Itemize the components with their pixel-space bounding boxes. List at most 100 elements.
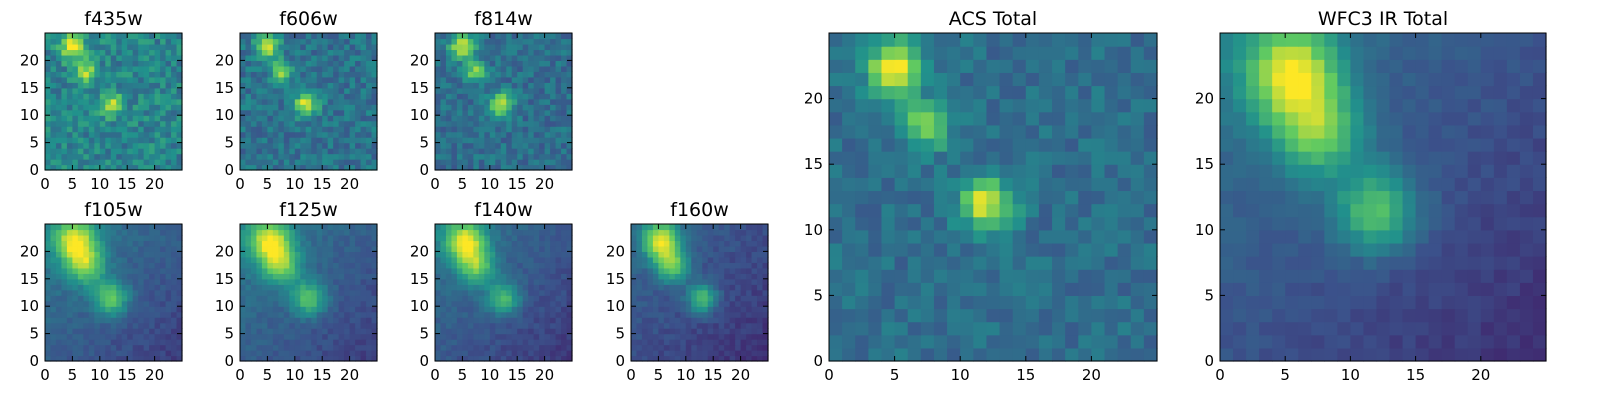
heatmap-cell [641,339,649,346]
heatmap-cell [116,229,123,236]
heatmap-cell [55,54,63,61]
heatmap-cell [316,76,323,83]
heatmap-cell [171,71,178,78]
heatmap-cell [66,300,73,307]
heatmap-cell [349,54,356,61]
heatmap-cell [555,229,562,236]
heatmap-cell [176,245,183,252]
heatmap-cell [45,328,52,335]
heatmap-cell [462,76,469,83]
heatmap-cell [669,289,676,296]
heatmap-cell [517,339,524,346]
heatmap-cell [94,256,101,263]
heatmap-cell [77,126,84,133]
heatmap-cell [278,300,285,307]
heatmap-cell [55,60,63,67]
heatmap-cell [933,282,948,296]
heatmap-cell [138,229,145,236]
heatmap-cell [495,229,502,236]
heatmap-cell [322,229,329,236]
heatmap-cell [278,148,285,155]
heatmap-cell [1130,321,1145,336]
heatmap-cell [1130,203,1145,218]
heatmap-cell [45,295,52,302]
heatmap-cell [278,33,285,40]
heatmap-cell [305,311,312,318]
heatmap-cell [636,267,643,274]
heatmap-cell [751,267,758,274]
heatmap-cell [456,164,463,171]
heatmap-cell [132,311,139,318]
heatmap-cell [61,333,68,340]
heatmap-cell [371,76,378,83]
heatmap-cell [311,229,318,236]
heatmap-cell [371,104,378,111]
heatmap-cell [272,256,279,263]
heatmap-cell [647,278,654,285]
heatmap-cell [669,339,676,346]
heatmap-cell [316,159,323,166]
heatmap-cell [333,229,340,236]
heatmap-cell [327,306,334,313]
heatmap-cell [176,229,183,236]
heatmap-cell [289,131,296,138]
heatmap-cell [300,159,307,166]
heatmap-cell [143,317,150,324]
heatmap-cell [50,350,57,357]
heatmap-cell [517,104,524,111]
heatmap-cell [544,229,551,236]
heatmap-cell [462,115,469,122]
heatmap-cell [467,126,474,133]
heatmap-cell [674,344,681,351]
heatmap-cell [724,333,731,340]
heatmap-cell [533,131,540,138]
heatmap-cell [489,322,496,329]
heatmap-cell [973,334,988,349]
heatmap-cell [94,142,101,149]
heatmap-cell [110,71,117,78]
heatmap-cell [757,251,764,258]
heatmap-cell [256,278,263,285]
heatmap-cell [550,267,557,274]
heatmap-cell [561,65,568,72]
heatmap-cell [517,71,524,78]
heatmap-cell [121,49,128,56]
heatmap-cell [757,306,764,313]
heatmap-cell [132,344,139,351]
heatmap-cell [435,153,442,160]
heatmap-cell [61,262,68,269]
heatmap-cell [272,142,279,149]
heatmap-cell [467,284,474,291]
heatmap-cell [256,54,263,61]
y-tick-label: 10 [606,297,625,315]
heatmap-cell [533,115,540,122]
heatmap-cell [338,284,345,291]
heatmap-cell [121,344,128,351]
heatmap-cell [473,159,480,166]
heatmap-cell [478,164,485,171]
heatmap-cell [72,164,79,171]
heatmap-cell [294,109,301,116]
heatmap-cell [473,355,480,362]
heatmap-cell [555,306,562,313]
heatmap-cell [344,240,351,247]
heatmap-cell [762,256,769,263]
heatmap-cell [713,344,720,351]
heatmap-cell [171,278,178,285]
heatmap-cell [484,229,491,236]
heatmap-cell [132,76,139,83]
heatmap-cell [445,251,453,258]
heatmap-cell [360,76,367,83]
heatmap-cell [435,159,442,166]
heatmap-cell [500,234,507,242]
heatmap-cell [327,344,334,351]
heatmap-cell [61,306,68,313]
heatmap-cell [544,153,551,160]
heatmap-cell [283,43,290,51]
heatmap-cell [478,142,485,149]
heatmap-cell [440,137,447,144]
heatmap-cell [55,273,63,280]
heatmap-cell [250,311,258,318]
heatmap-cell [1012,308,1027,323]
heatmap-cell [300,164,307,171]
